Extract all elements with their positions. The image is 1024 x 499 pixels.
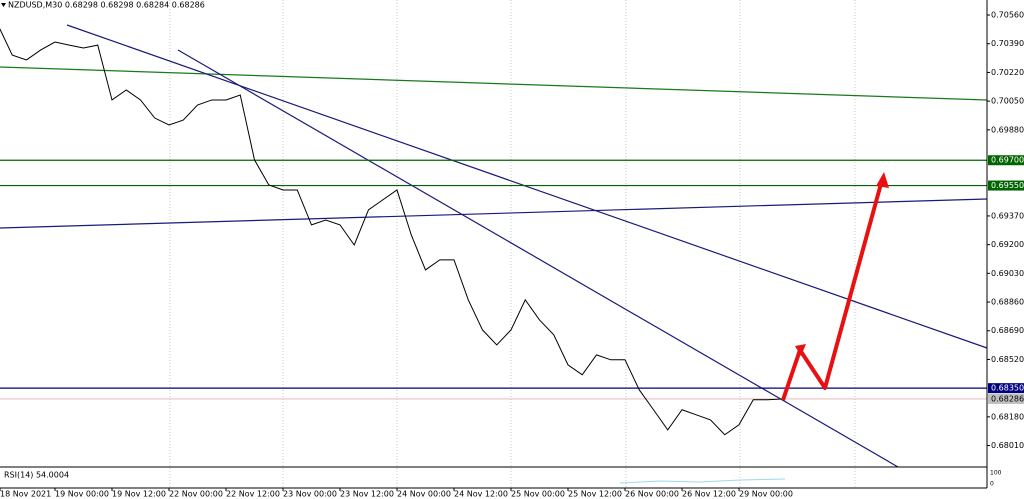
rsi-scale: 100 (990, 470, 1002, 477)
level-label: 0.68350 (991, 384, 1024, 393)
level-label: 0.68286 (991, 394, 1024, 403)
y-tick-label: 0.69370 (991, 211, 1024, 220)
x-tick-label: 22 Nov 00:00 (169, 490, 223, 499)
x-tick-label: 19 Nov 12:00 (112, 490, 166, 499)
level-box (988, 383, 1024, 394)
x-tick-label: 24 Nov 00:00 (397, 490, 451, 499)
x-tick-label: 25 Nov 12:00 (568, 490, 622, 499)
level-box (988, 393, 1024, 404)
x-tick-label: 23 Nov 00:00 (283, 490, 337, 499)
price-line (0, 28, 782, 436)
title-marker (1, 3, 6, 7)
day-grid (169, 0, 856, 488)
x-tick-label: 22 Nov 12:00 (226, 490, 280, 499)
y-tick-label: 0.70220 (991, 68, 1024, 77)
projection-arrow (781, 172, 889, 401)
level-box (988, 155, 1024, 166)
rsi-scale: 0 (990, 481, 994, 488)
level-box (988, 180, 1024, 191)
y-tick-label: 0.69030 (991, 269, 1024, 278)
level-label: 0.69550 (991, 181, 1024, 190)
chart-title: NZDUSD,M30 0.68298 0.68298 0.68284 0.682… (8, 1, 205, 10)
x-tick-label: 23 Nov 12:00 (340, 490, 394, 499)
trend-lines (0, 24, 988, 468)
x-tick-label: 24 Nov 12:00 (454, 490, 508, 499)
x-tick-label: 26 Nov 00:00 (625, 490, 679, 499)
y-tick-label: 0.69880 (991, 125, 1024, 134)
y-tick-label: 0.68180 (991, 412, 1024, 421)
y-tick-label: 0.69200 (991, 240, 1024, 249)
y-tick-label: 0.70560 (991, 11, 1024, 20)
y-tick-label: 0.68520 (991, 355, 1024, 364)
x-tick-label: 25 Nov 00:00 (511, 490, 565, 499)
y-tick-label: 0.70390 (991, 39, 1024, 48)
rsi-label: RSI(14) 54.0004 (4, 471, 69, 480)
level-label: 0.69700 (991, 156, 1024, 165)
x-tick-label: 26 Nov 12:00 (682, 490, 736, 499)
x-tick-label: 19 Nov 00:00 (55, 490, 109, 499)
y-tick-label: 0.68860 (991, 298, 1024, 307)
y-tick-label: 0.68690 (991, 326, 1024, 335)
x-tick-label: 18 Nov 2021 (0, 490, 51, 499)
rsi-line (619, 478, 786, 484)
y-tick-label: 0.70050 (991, 97, 1024, 106)
x-tick-label: 29 Nov 00:00 (739, 490, 793, 499)
price (0, 28, 782, 436)
y-tick-label: 0.68010 (991, 441, 1024, 450)
